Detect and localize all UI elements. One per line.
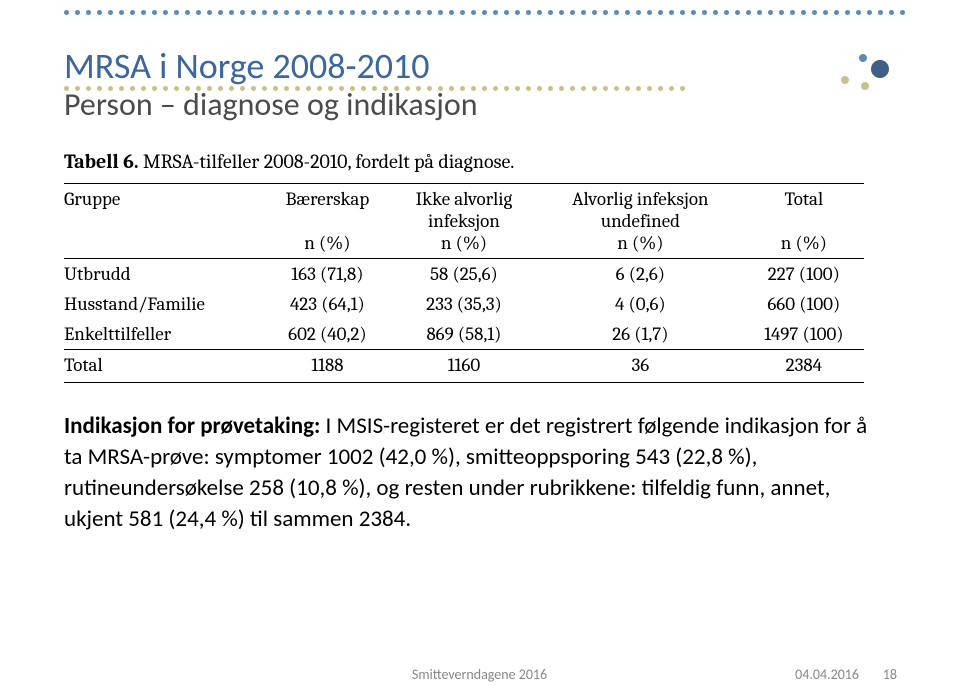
table-cell: 227 (100) [744,259,864,290]
slide-title: MRSA i Norge 2008-2010 [64,46,895,87]
table-cell: 6 (2,6) [537,259,744,290]
table-cell: 163 (71,8) [264,259,391,290]
sub-1: n (%) [391,232,537,259]
table-row: Enkelttilfeller602 (40,2)869 (58,1)26 (1… [64,319,864,350]
footer-date: 04.04.2016 [795,666,859,683]
table-cell: 602 (40,2) [264,319,391,350]
table-caption: Tabell 6. MRSA-tilfeller 2008-2010, ford… [64,150,895,173]
table-caption-text: MRSA-tilfeller 2008-2010, fordelt på dia… [139,150,515,173]
decorative-dots-bottom [64,86,699,92]
body-lead: Indikasjon for prøvetaking: [64,412,320,440]
table-cell: 423 (64,1) [264,289,391,319]
table-total-row: Total11881160362384 [64,350,864,383]
table-cell: 1160 [391,350,537,383]
col-3: Total [744,184,864,233]
table-cell: 58 (25,6) [391,259,537,290]
decorative-dots-top [64,10,919,16]
row-label: Utbrudd [64,259,264,290]
col-0: Bærerskap [264,184,391,233]
row-label: Total [64,350,264,383]
table-cell: 4 (0,6) [537,289,744,319]
table-cell: 36 [537,350,744,383]
table-cell: 1497 (100) [744,319,864,350]
table-cell: 233 (35,3) [391,289,537,319]
table-row: Husstand/Familie423 (64,1)233 (35,3)4 (0… [64,289,864,319]
sub-2: n (%) [537,232,744,259]
col-group: Gruppe [64,184,264,233]
slide-subtitle: Person – diagnose og indikasjon [64,87,895,124]
table-cell: 660 (100) [744,289,864,319]
row-label: Husstand/Familie [64,289,264,319]
table-cell: 2384 [744,350,864,383]
footer-page: 18 [883,666,897,683]
diagnosis-table: Gruppe Bærerskap Ikke alvorliginfeksjon … [64,183,864,383]
table-row: Utbrudd163 (71,8)58 (25,6)6 (2,6)227 (10… [64,259,864,290]
table-cell: 1188 [264,350,391,383]
table-cell: 869 (58,1) [391,319,537,350]
table-caption-label: Tabell 6. [64,150,139,173]
sub-3: n (%) [744,232,864,259]
sub-0: n (%) [264,232,391,259]
row-label: Enkelttilfeller [64,319,264,350]
col-2: Alvorlig infeksjonundefined [537,184,744,233]
col-1: Ikke alvorliginfeksjon [391,184,537,233]
table-cell: 26 (1,7) [537,319,744,350]
footer-center: Smitteverndagene 2016 [412,666,547,683]
decorative-corner-dots [835,46,895,106]
body-paragraph: Indikasjon for prøvetaking: I MSIS-regis… [64,411,884,535]
